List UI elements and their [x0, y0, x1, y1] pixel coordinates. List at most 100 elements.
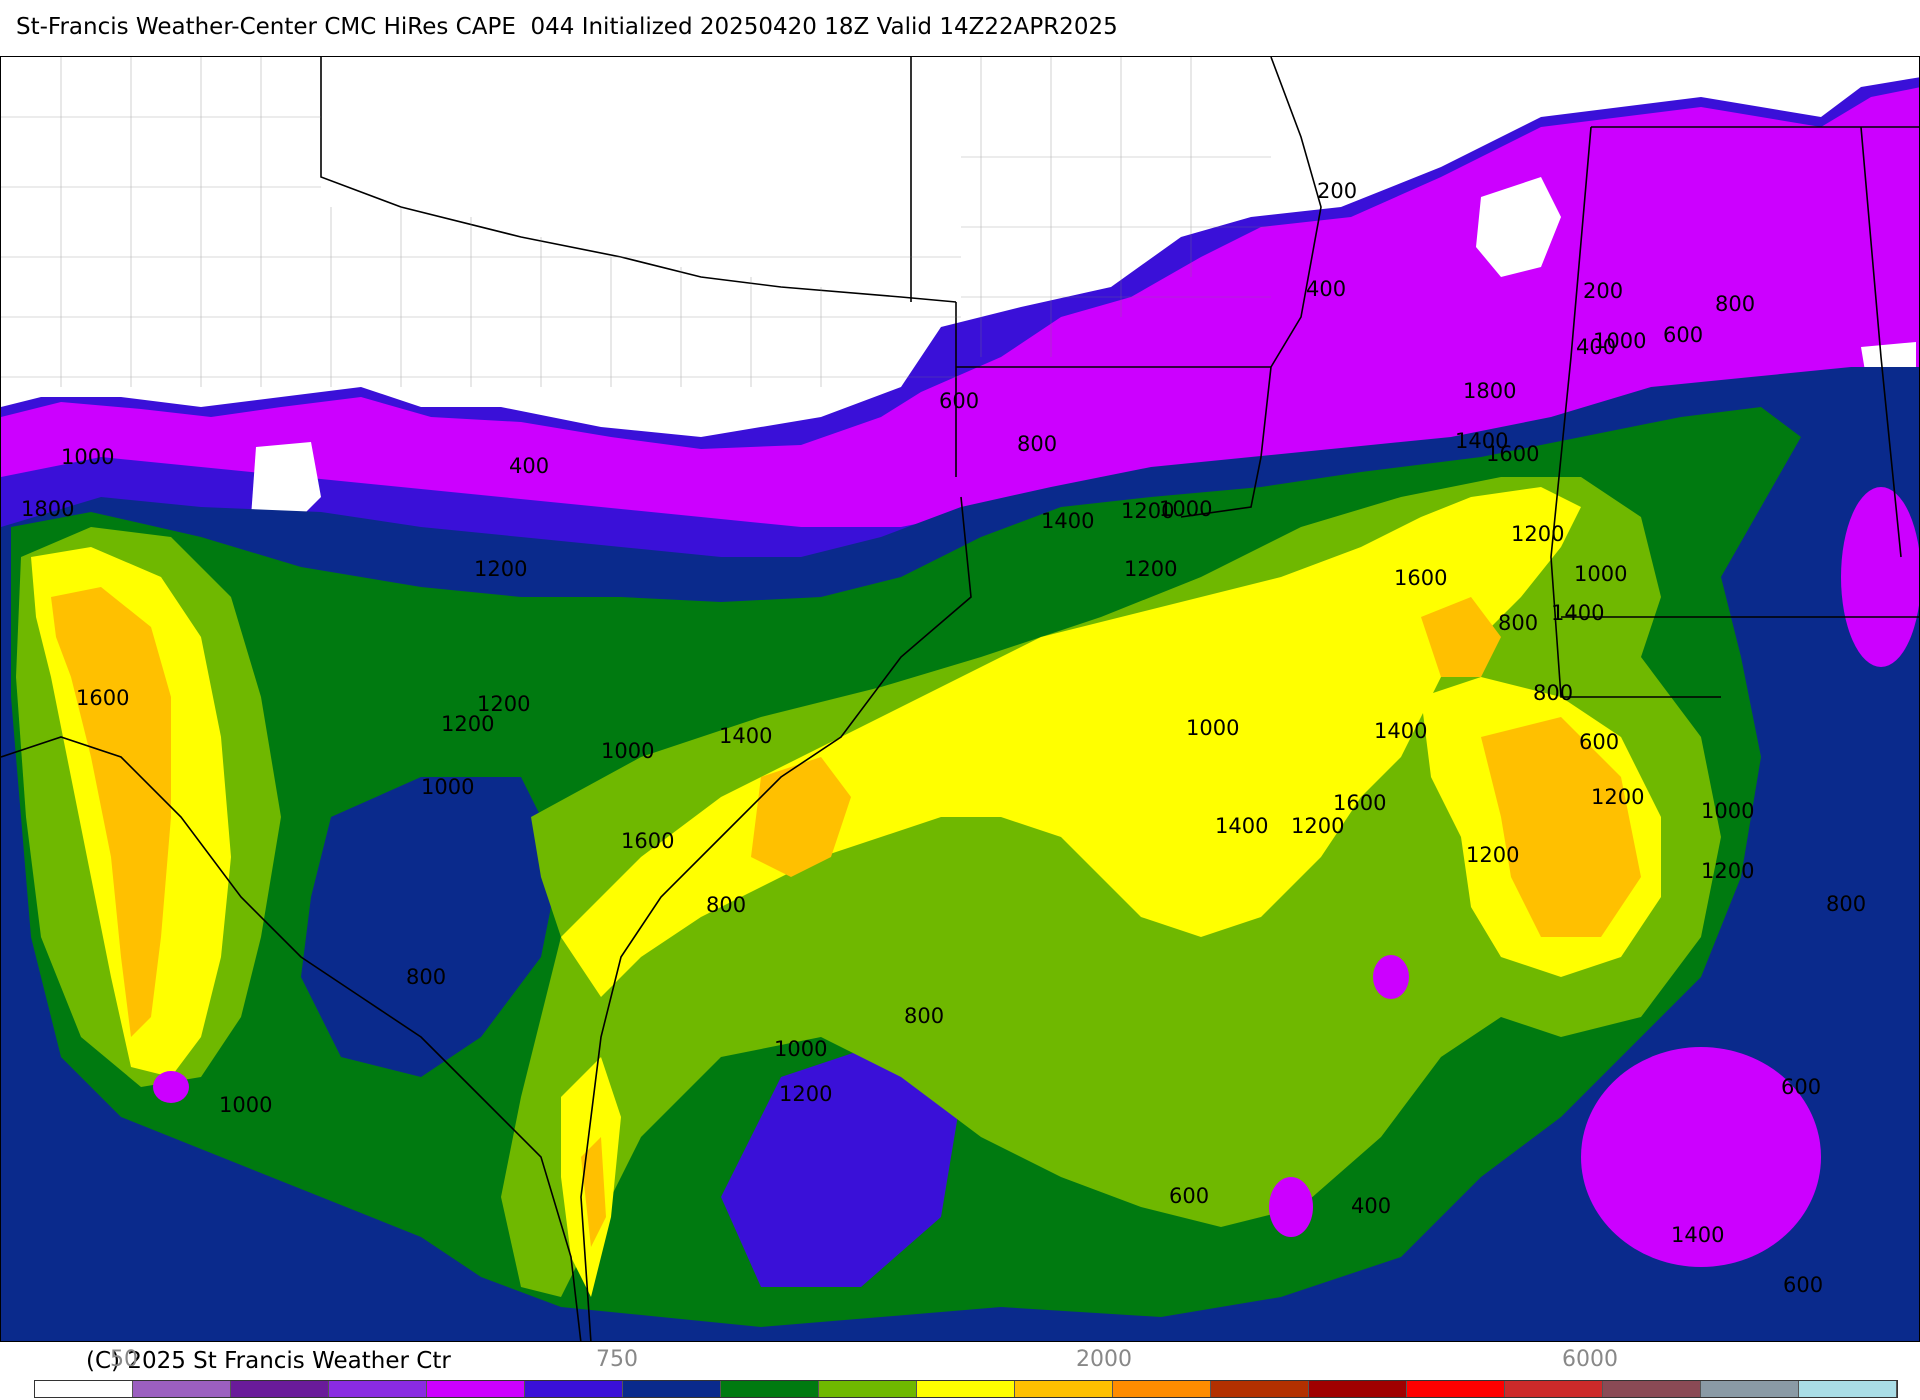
colorbar-swatch — [1505, 1381, 1603, 1397]
contour-label: 1600 — [1333, 791, 1386, 815]
copyright-text: (C) 2025 St Francis Weather Ctr — [86, 1348, 451, 1374]
magenta-band — [1, 87, 1919, 547]
contour-label: 1000 — [1159, 497, 1212, 521]
no-cape-patch — [251, 442, 321, 527]
contour-label: 1800 — [21, 497, 74, 521]
orange-pocket — [581, 1137, 606, 1247]
colorbar-swatch — [1113, 1381, 1211, 1397]
contour-label: 1400 — [1374, 719, 1427, 743]
cape-map: 1000 1800 1600 1000 800 1200 1000 1000 1200 1200 1… — [0, 56, 1920, 1342]
contour-label: 600 — [1169, 1184, 1209, 1208]
colorbar-swatch — [1015, 1381, 1113, 1397]
colorbar-tick-label: 750 — [596, 1347, 638, 1372]
contour-label: 800 — [706, 893, 746, 917]
cape-cell — [1269, 1177, 1313, 1237]
contour-label: 1200 — [1466, 843, 1519, 867]
contour-label: 400 — [1306, 277, 1346, 301]
contour-label: 1400 — [1215, 814, 1268, 838]
contour-label: 1400 — [1455, 429, 1508, 453]
contour-label: 800 — [904, 1004, 944, 1028]
contour-label: 1200 — [441, 712, 494, 736]
contour-label: 1000 — [1574, 562, 1627, 586]
cape-cell — [153, 1071, 189, 1103]
contour-label: 400 — [509, 454, 549, 478]
orange-pocket — [51, 587, 171, 1037]
colorbar-tick-label: 2000 — [1076, 1347, 1132, 1372]
cape-cell — [1373, 955, 1409, 999]
cape-cell — [1841, 487, 1919, 667]
contour-label: 600 — [1781, 1075, 1821, 1099]
colorbar-swatch — [917, 1381, 1015, 1397]
colorbar-swatch — [1309, 1381, 1407, 1397]
contour-label: 1600 — [621, 829, 674, 853]
contour-label: 600 — [1663, 323, 1703, 347]
colorbar-swatch — [1211, 1381, 1309, 1397]
orange-pocket — [1421, 597, 1501, 677]
colorbar-swatch — [35, 1381, 133, 1397]
contour-label: 800 — [1498, 611, 1538, 635]
orange-pocket — [1481, 717, 1641, 937]
contour-label: 1400 — [1551, 601, 1604, 625]
county-lines — [1, 57, 1271, 387]
state-borders — [1, 57, 1919, 1341]
contour-label: 800 — [1533, 681, 1573, 705]
cape-cell — [1581, 1047, 1821, 1267]
contour-label: 400 — [1351, 1194, 1391, 1218]
contour-label: 600 — [1783, 1273, 1823, 1297]
colorbar-swatch — [329, 1381, 427, 1397]
contour-label: 1200 — [1291, 814, 1344, 838]
contour-label: 1200 — [477, 692, 530, 716]
contour-label: 1200 — [1511, 522, 1564, 546]
contour-label: 1000 — [1593, 329, 1646, 353]
colorbar-swatch — [133, 1381, 231, 1397]
colorbar-swatch — [525, 1381, 623, 1397]
contour-label: 200 — [1583, 279, 1623, 303]
no-cape-region — [1, 57, 1919, 437]
contour-label: 1000 — [601, 739, 654, 763]
contour-label: 1000 — [421, 775, 474, 799]
colorbar-tick-label: 50 — [110, 1347, 138, 1372]
no-cape-patch — [1476, 177, 1561, 277]
map-title: St-Francis Weather-Center CMC HiRes CAPE… — [16, 14, 1118, 40]
contour-label: 1000 — [1186, 716, 1239, 740]
contour-label: 800 — [406, 965, 446, 989]
blue-patch — [301, 777, 561, 1077]
contour-label: 1200 — [474, 557, 527, 581]
contour-label: 1200 — [1701, 859, 1754, 883]
cape-colorbar — [34, 1380, 1898, 1398]
orange-pocket — [751, 757, 851, 877]
contour-label: 400 — [1576, 335, 1616, 359]
contour-label: 1600 — [76, 686, 129, 710]
contour-label: 1200 — [779, 1082, 832, 1106]
contour-label: 1400 — [1041, 509, 1094, 533]
contour-label: 1400 — [1671, 1223, 1724, 1247]
contour-label: 1000 — [774, 1037, 827, 1061]
colorbar-swatch — [623, 1381, 721, 1397]
contour-label: 200 — [1317, 179, 1357, 203]
contour-label: 1400 — [719, 724, 772, 748]
colorbar-swatch — [819, 1381, 917, 1397]
contour-label: 1200 — [1591, 785, 1644, 809]
contour-label: 1000 — [61, 445, 114, 469]
colorbar-swatch — [427, 1381, 525, 1397]
yellow-band — [561, 487, 1581, 997]
contour-label: 1600 — [1394, 566, 1447, 590]
colorbar-swatch — [1799, 1381, 1897, 1397]
contour-label: 1000 — [1701, 799, 1754, 823]
contour-label: 600 — [939, 389, 979, 413]
colorbar-swatch — [1407, 1381, 1505, 1397]
colorbar-swatch — [721, 1381, 819, 1397]
contour-label: 800 — [1715, 292, 1755, 316]
colorbar-swatch — [1603, 1381, 1701, 1397]
blue-patch — [721, 1037, 961, 1287]
contour-label: 800 — [1826, 892, 1866, 916]
contour-label: 1800 — [1463, 379, 1516, 403]
contour-label: 1200 — [1124, 557, 1177, 581]
colorbar-swatch — [231, 1381, 329, 1397]
contour-label: 1000 — [219, 1093, 272, 1117]
contour-label: 1200 — [1121, 499, 1174, 523]
contour-label: 800 — [1017, 432, 1057, 456]
contour-label: 600 — [1579, 730, 1619, 754]
contour-label: 1600 — [1486, 442, 1539, 466]
